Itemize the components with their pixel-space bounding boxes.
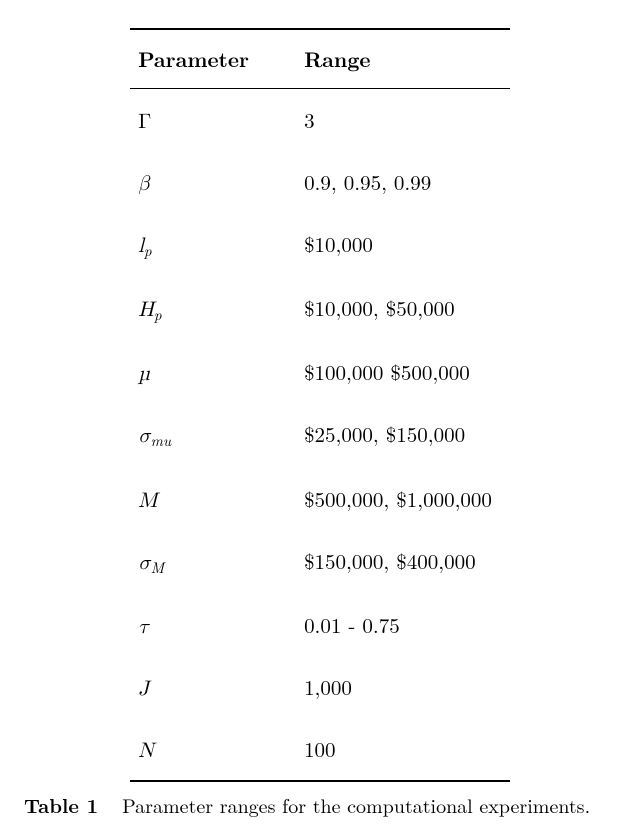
table-row: β0.9, 0.95, 0.99 xyxy=(130,151,510,213)
caption-text: Parameter ranges for the computational e… xyxy=(122,790,590,819)
param-cell: Hp xyxy=(130,277,296,341)
param-cell: N xyxy=(130,718,296,781)
table-row: Γ3 xyxy=(130,89,510,152)
range-cell: $10,000 xyxy=(296,213,510,277)
range-cell: $25,000, $150,000 xyxy=(296,403,510,467)
table-row: M$500,000, $1,000,000 xyxy=(130,468,510,530)
param-cell: lp xyxy=(130,213,296,277)
param-cell: J xyxy=(130,656,296,718)
parameter-table: Parameter Range Γ3 β0.9, 0.95, 0.99 lp$1… xyxy=(130,28,510,782)
range-cell: 1,000 xyxy=(296,656,510,718)
param-cell: τ xyxy=(130,594,296,656)
page: Parameter Range Γ3 β0.9, 0.95, 0.99 lp$1… xyxy=(0,0,640,829)
table-row: J1,000 xyxy=(130,656,510,718)
table-row: τ0.01 - 0.75 xyxy=(130,594,510,656)
param-cell: Γ xyxy=(130,89,296,152)
range-cell: 0.9, 0.95, 0.99 xyxy=(296,151,510,213)
range-cell: 0.01 - 0.75 xyxy=(296,594,510,656)
table-row: Hp$10,000, $50,000 xyxy=(130,277,510,341)
range-cell: $150,000, $400,000 xyxy=(296,530,510,594)
range-cell: $500,000, $1,000,000 xyxy=(296,468,510,530)
range-cell: $100,000 $500,000 xyxy=(296,341,510,403)
range-cell: 100 xyxy=(296,718,510,781)
table-row: µ$100,000 $500,000 xyxy=(130,341,510,403)
table-body: Γ3 β0.9, 0.95, 0.99 lp$10,000 Hp$10,000,… xyxy=(130,89,510,781)
caption-label: Table 1 xyxy=(24,790,98,819)
table-caption: Table 1 Parameter ranges for the computat… xyxy=(20,790,620,819)
param-cell: σM xyxy=(130,530,296,594)
param-cell: M xyxy=(130,468,296,530)
range-cell: 3 xyxy=(296,89,510,152)
table-row: σM$150,000, $400,000 xyxy=(130,530,510,594)
table-row: N100 xyxy=(130,718,510,781)
range-cell: $10,000, $50,000 xyxy=(296,277,510,341)
table-header-row: Parameter Range xyxy=(130,29,510,89)
col-header-range: Range xyxy=(296,29,510,89)
param-cell: β xyxy=(130,151,296,213)
param-cell: σmu xyxy=(130,403,296,467)
table-row: lp$10,000 xyxy=(130,213,510,277)
table-row: σmu$25,000, $150,000 xyxy=(130,403,510,467)
col-header-parameter: Parameter xyxy=(130,29,296,89)
param-cell: µ xyxy=(130,341,296,403)
